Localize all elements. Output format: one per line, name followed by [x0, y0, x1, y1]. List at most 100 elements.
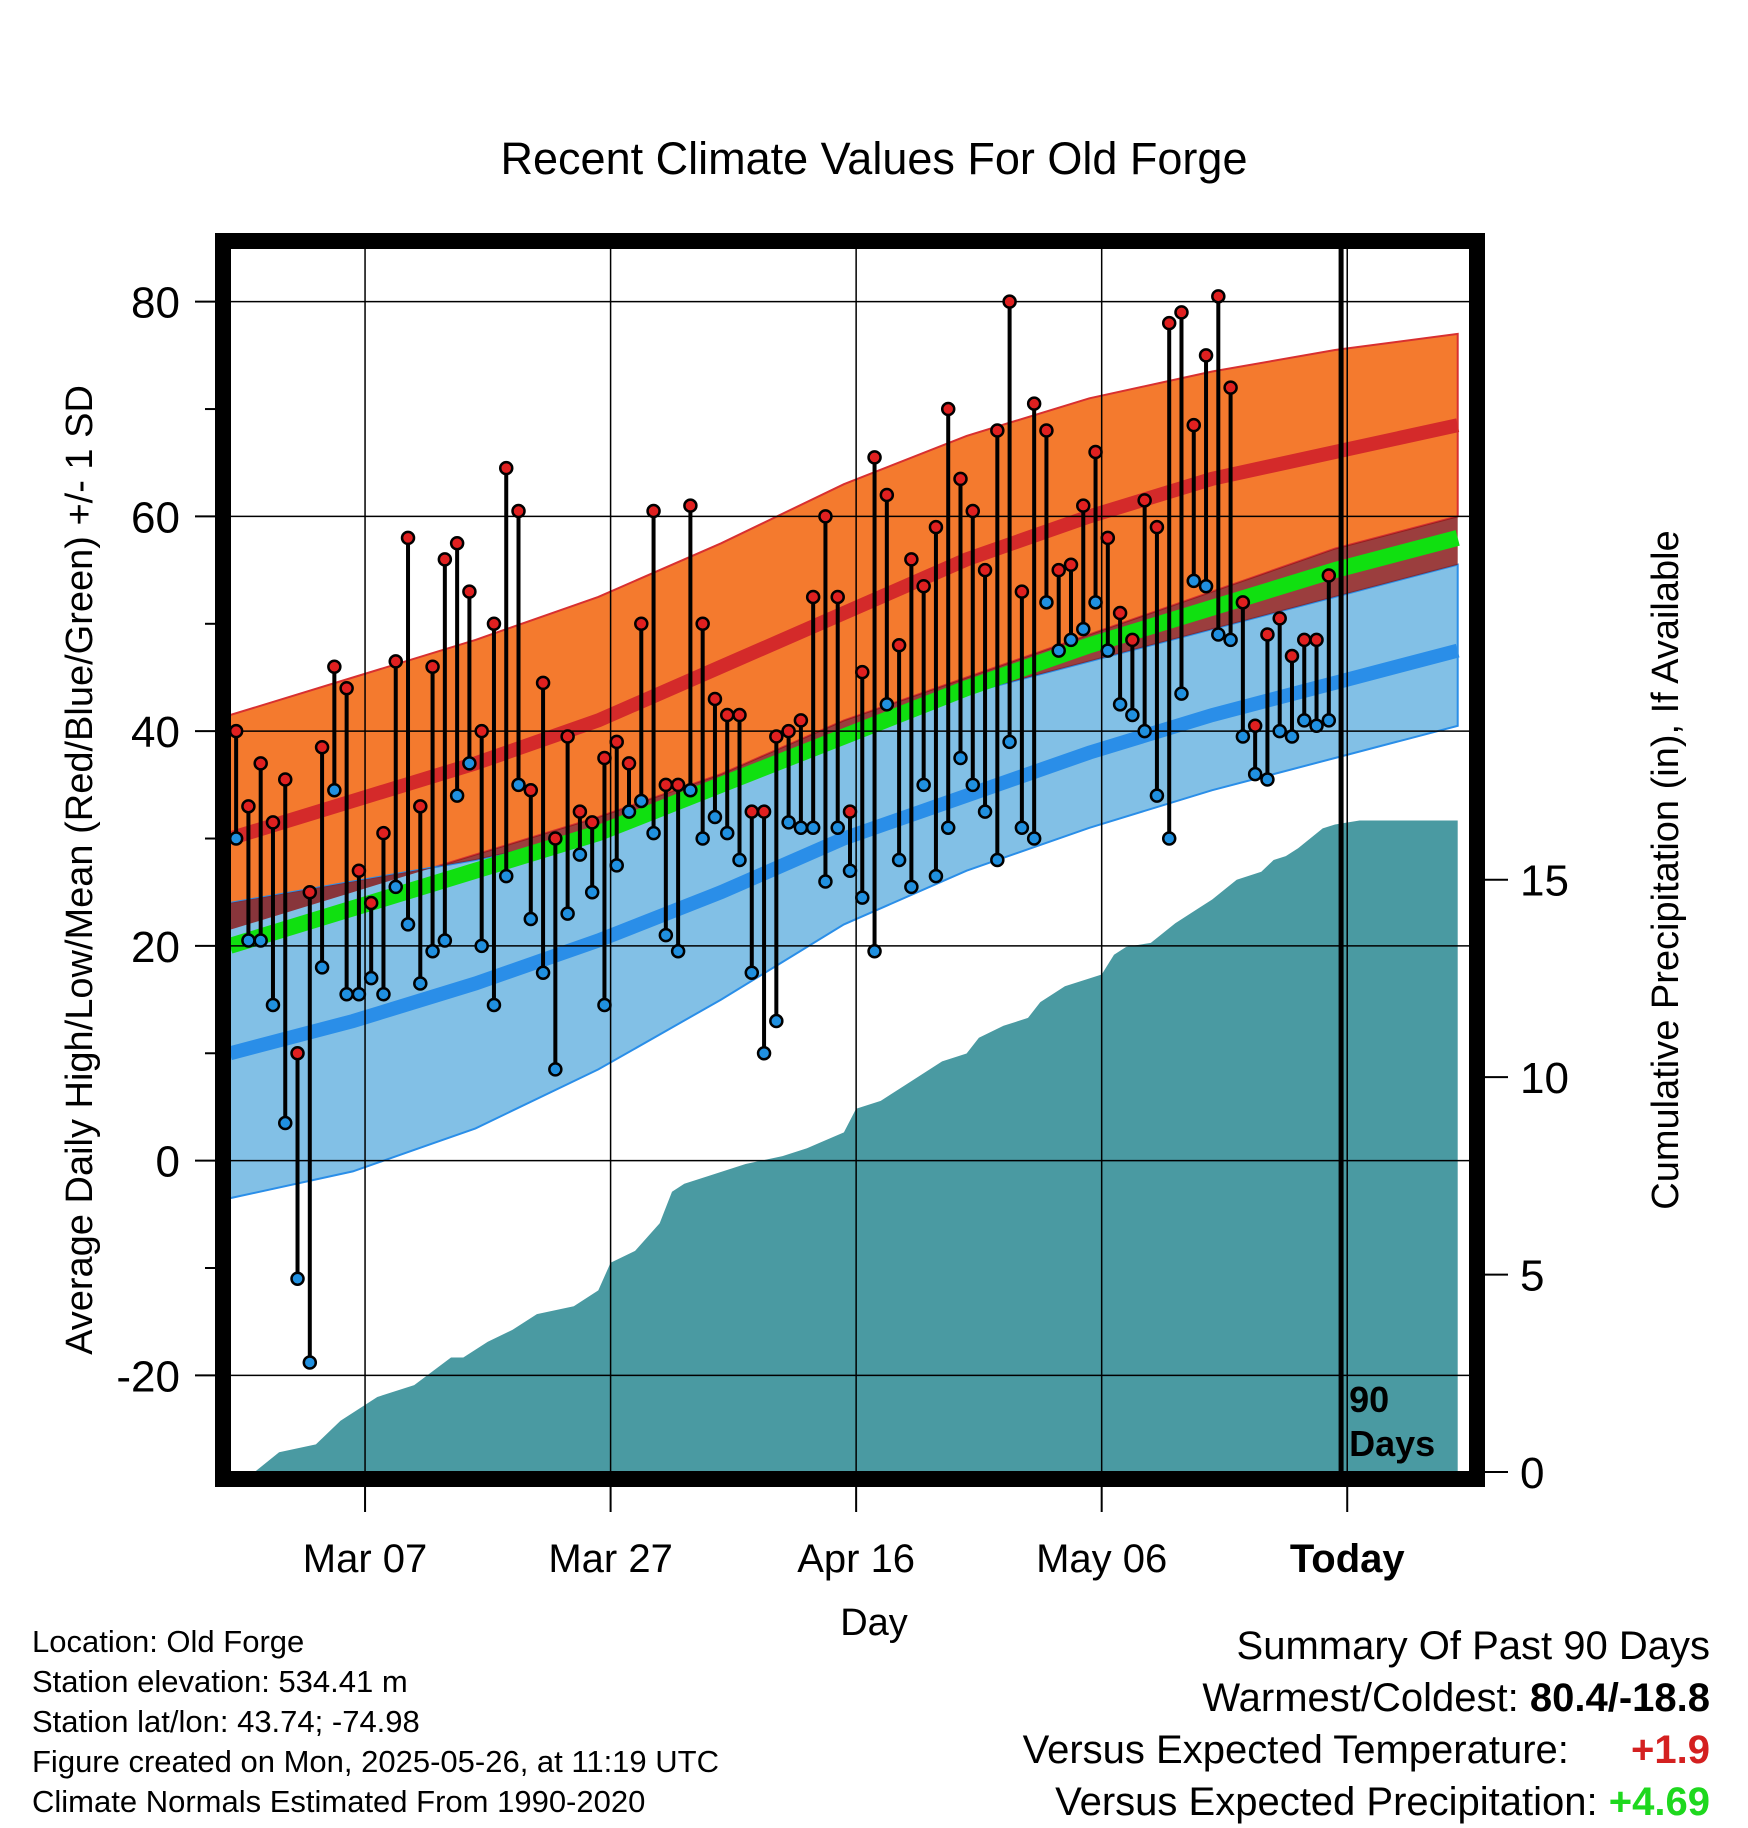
low-point	[1137, 723, 1152, 739]
high-point	[1260, 627, 1275, 642]
high-point	[572, 804, 588, 819]
right-tick-label: 5	[1520, 1252, 1544, 1301]
low-point	[830, 820, 845, 836]
location-text: Location: Old Forge	[32, 1624, 305, 1659]
high-point	[928, 519, 944, 535]
high-point	[940, 401, 956, 417]
high-point	[1186, 417, 1202, 433]
high-point	[511, 503, 526, 519]
high-point	[1137, 493, 1152, 508]
high-point	[462, 584, 477, 599]
right-tick-label: 10	[1520, 1054, 1569, 1103]
low-point	[1297, 713, 1312, 728]
high-point	[486, 616, 502, 632]
high-point	[548, 831, 563, 846]
high-point	[1002, 294, 1017, 309]
low-point	[928, 868, 944, 884]
chart-title: Recent Climate Values For Old Forge	[501, 133, 1248, 184]
low-point	[793, 820, 809, 836]
low-point	[474, 938, 489, 954]
low-point	[1002, 734, 1017, 750]
low-point	[867, 944, 882, 959]
low-point	[756, 1046, 772, 1061]
high-point	[904, 552, 919, 567]
low-point	[1321, 713, 1337, 728]
high-point	[867, 450, 882, 465]
high-point	[695, 616, 710, 632]
axes: 80 60 40 20 0 -20 15 10 5 0 Mar 07 Mar 27 Apr 16 May …	[116, 233, 1569, 1581]
today-days-label-number: 90	[1349, 1379, 1389, 1420]
normals-text: Climate Normals Estimated From 1990-2020	[32, 1784, 646, 1819]
high-point	[609, 734, 624, 750]
left-tick-label: -20	[116, 1352, 180, 1401]
low-point	[965, 777, 981, 793]
high-point	[339, 680, 354, 696]
warmest-coldest-value: 80.4/-18.8	[1529, 1676, 1710, 1720]
low-point	[1100, 643, 1116, 658]
high-point	[830, 589, 845, 605]
left-tick-label: 0	[156, 1138, 180, 1187]
high-point	[290, 1046, 305, 1061]
low-point	[449, 788, 465, 803]
high-point	[302, 884, 318, 900]
high-point	[400, 530, 416, 546]
high-point	[793, 713, 809, 728]
high-point	[744, 804, 760, 819]
high-point	[879, 487, 895, 503]
high-point	[1223, 380, 1238, 395]
low-point	[1125, 707, 1140, 723]
low-point	[977, 804, 993, 819]
high-point	[1076, 498, 1091, 513]
high-point	[1297, 632, 1312, 648]
y-axis-label-left: Average Daily High/Low/Mean (Red/Blue/Gr…	[59, 385, 101, 1355]
low-point	[1284, 729, 1300, 744]
high-point	[646, 503, 661, 519]
high-point	[498, 460, 514, 476]
low-point	[302, 1355, 318, 1370]
high-point	[1161, 315, 1177, 331]
high-point	[1198, 348, 1214, 363]
mean-normal-line	[230, 530, 1460, 954]
x-tick-label: Mar 27	[548, 1537, 673, 1581]
x-tick-label-today: Today	[1290, 1537, 1406, 1581]
low-point	[658, 927, 674, 943]
low-point	[781, 815, 796, 830]
low-point	[498, 868, 514, 884]
low-point	[1063, 632, 1079, 648]
high-point	[732, 707, 747, 723]
low-point	[1186, 573, 1202, 589]
low-point	[1026, 831, 1042, 846]
high-point	[253, 756, 268, 771]
elevation-text: Station elevation: 534.41 m	[32, 1664, 408, 1699]
low-point	[842, 863, 858, 878]
low-point	[1211, 627, 1226, 642]
high-point	[1088, 444, 1103, 460]
high-point	[719, 707, 735, 723]
right-tick-label: 15	[1520, 857, 1569, 906]
latlon-text: Station lat/lon: 43.74; -74.98	[32, 1704, 420, 1739]
left-tick-label: 80	[131, 279, 180, 328]
low-point	[769, 1013, 784, 1029]
high-point	[241, 799, 256, 814]
high-point	[1211, 289, 1226, 304]
low-point	[891, 852, 907, 868]
low-point	[879, 697, 895, 712]
low-point	[1260, 772, 1275, 787]
low-point	[253, 933, 268, 948]
high-point	[621, 756, 637, 771]
low-point	[363, 970, 379, 986]
x-tick-label: Mar 07	[303, 1537, 428, 1581]
low-point	[523, 911, 539, 927]
low-point	[621, 804, 637, 819]
plot-content	[230, 248, 1470, 1472]
station-info: Location: Old Forge Station elevation: 5…	[32, 1622, 719, 1822]
left-tick-label: 20	[131, 923, 180, 972]
low-point	[400, 917, 416, 932]
low-point	[388, 879, 403, 895]
low-point	[904, 879, 919, 895]
low-point	[351, 986, 367, 1002]
high-point	[474, 723, 489, 739]
low-point	[695, 831, 710, 846]
high-point	[1174, 305, 1189, 320]
